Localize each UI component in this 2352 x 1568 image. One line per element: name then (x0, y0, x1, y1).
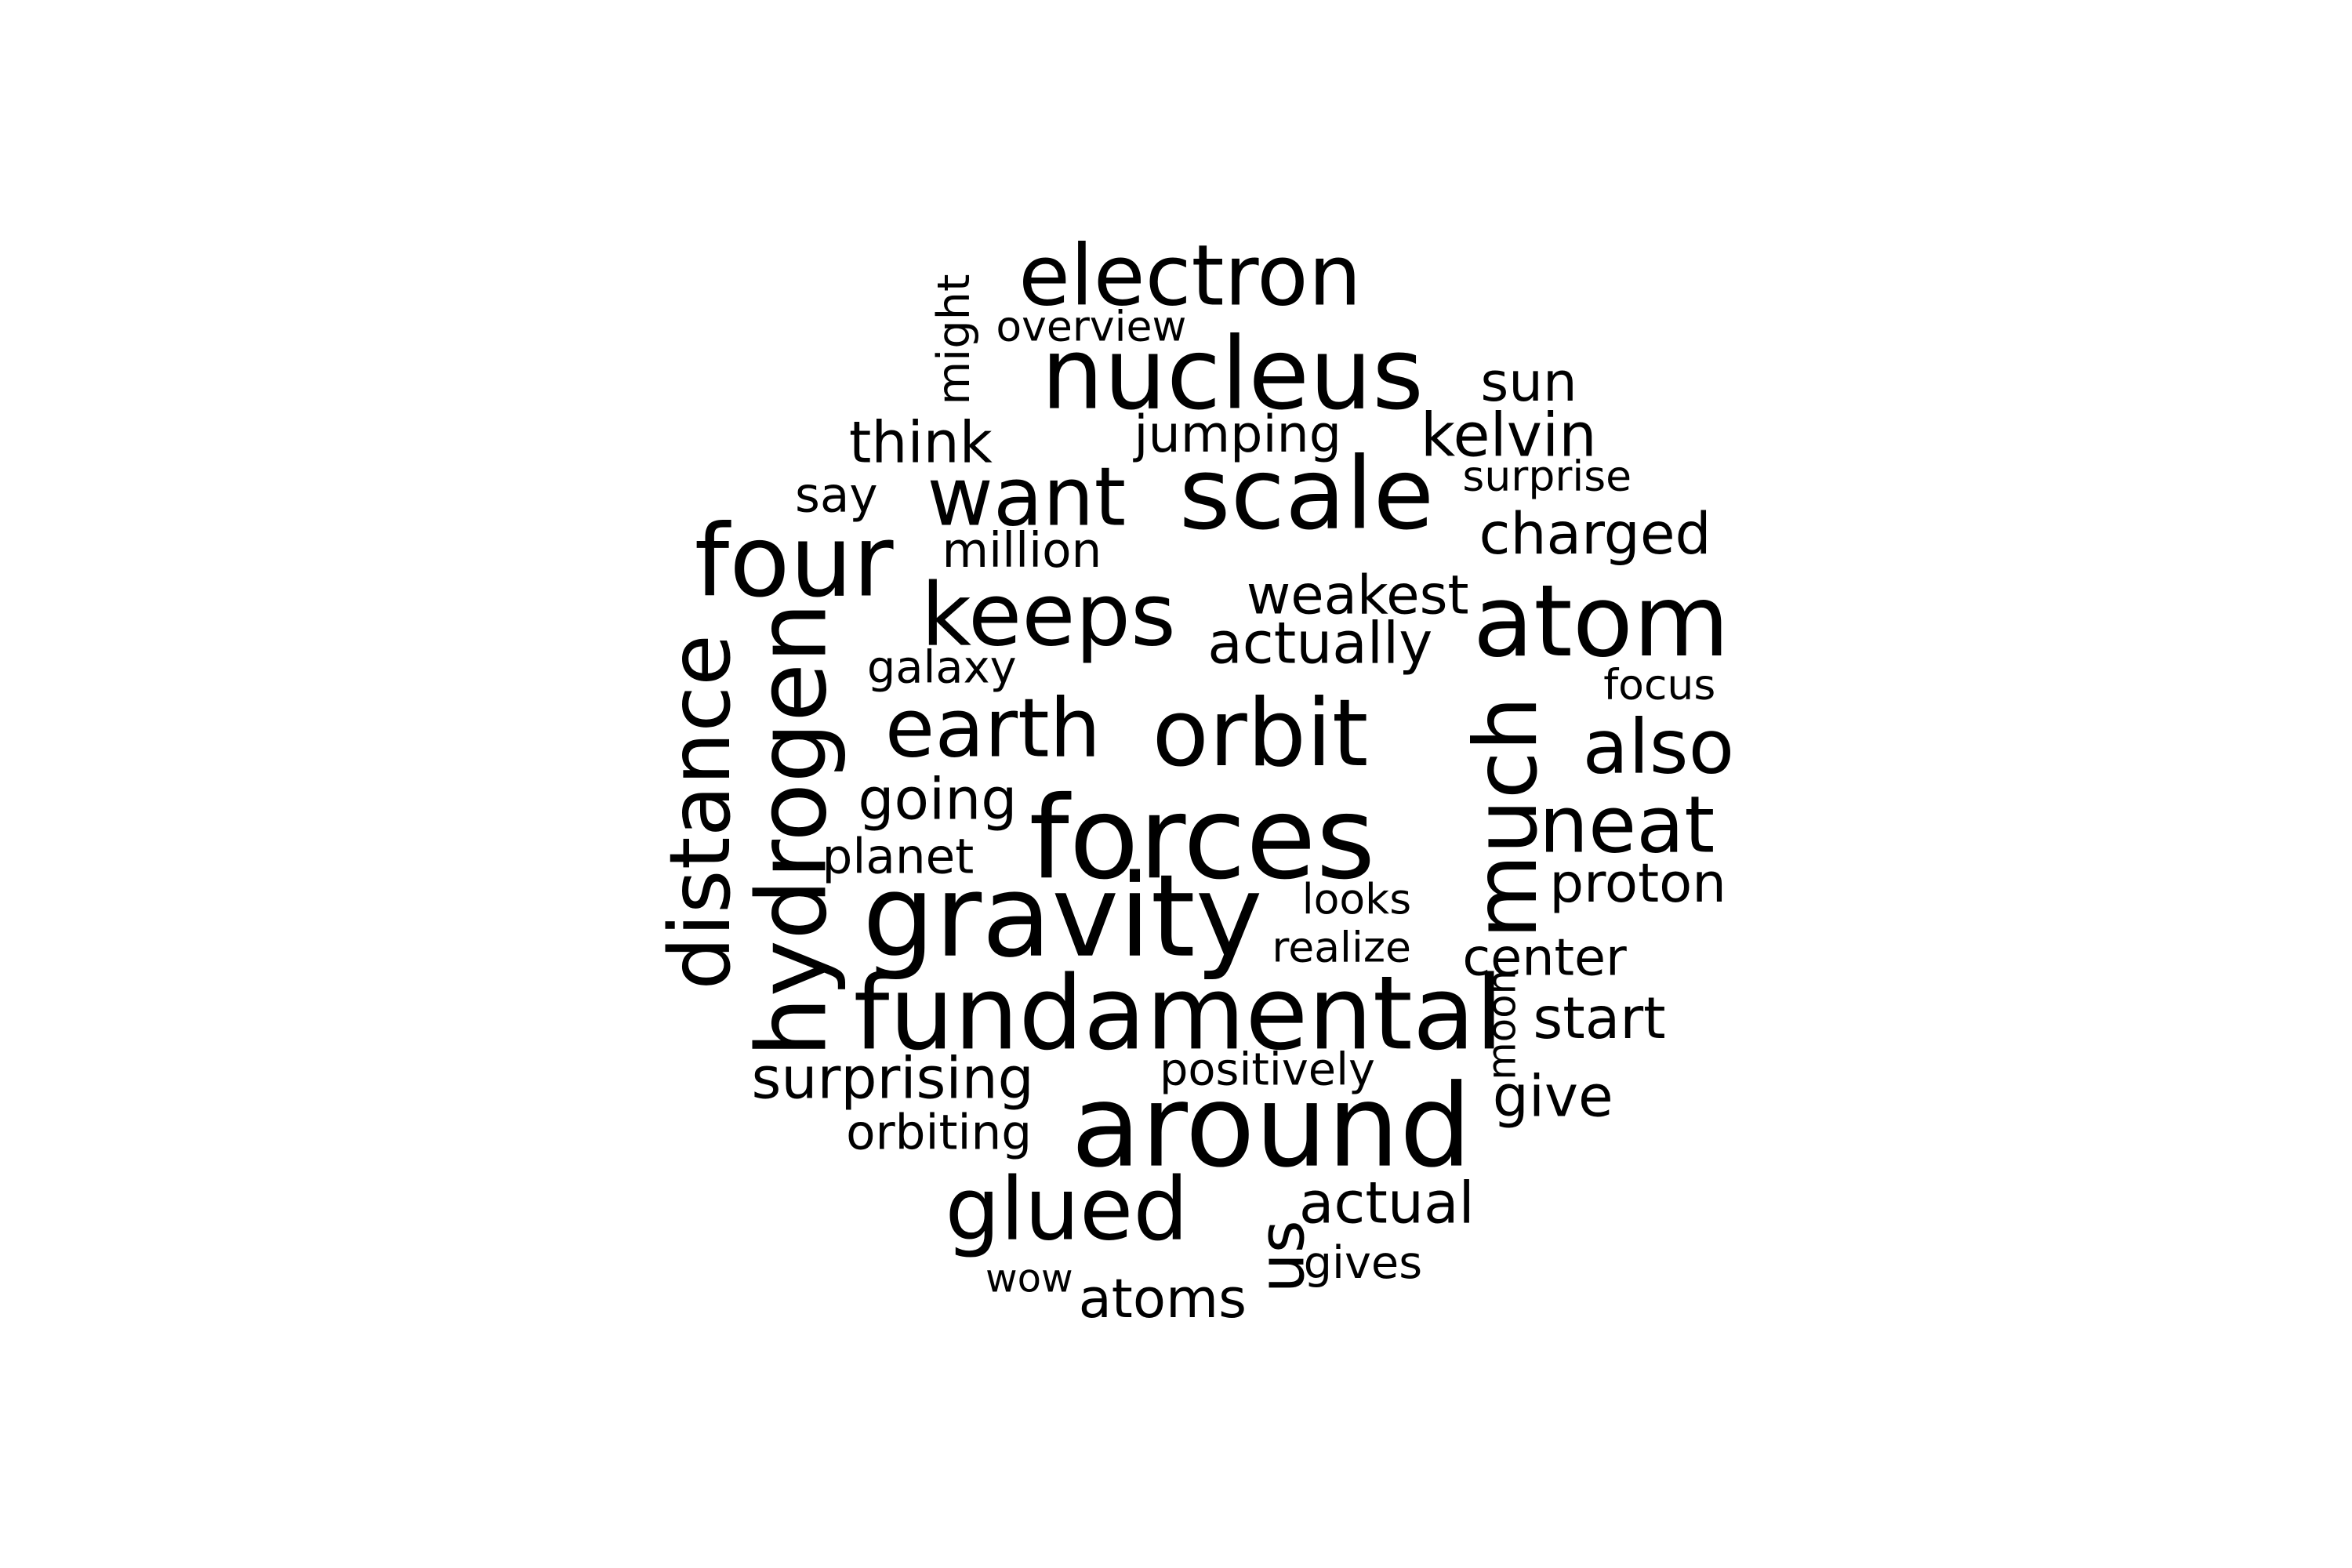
word-jumping: jumping (1132, 405, 1341, 464)
word-think: think (849, 410, 993, 476)
word-start: start (1533, 986, 1665, 1052)
word-glued: glued (945, 1159, 1188, 1260)
word-actual: actual (1299, 1171, 1475, 1236)
word-surprising: surprising (752, 1047, 1034, 1112)
word-electron: electron (1018, 227, 1361, 325)
word-positively: positively (1160, 1043, 1375, 1095)
word-say: say (795, 467, 878, 523)
word-sun: sun (1480, 351, 1577, 414)
word-moon: moon (1479, 970, 1524, 1080)
word-also: also (1583, 702, 1735, 790)
word-center: center (1462, 929, 1627, 988)
word-looks: looks (1302, 874, 1411, 924)
word-might: might (927, 274, 980, 405)
word-surprise: surprise (1462, 452, 1632, 501)
word-wow: wow (985, 1255, 1073, 1301)
word-hydrogen: hydrogen (735, 602, 848, 1058)
word-us: us (1245, 1220, 1319, 1293)
word-nucleus: nucleus (1041, 316, 1424, 431)
word-gives: gives (1304, 1236, 1423, 1289)
word-fundamental: fundamental (854, 953, 1504, 1073)
word-million: million (942, 523, 1102, 579)
word-gravity: gravity (862, 851, 1263, 983)
word-galaxy: galaxy (867, 641, 1017, 694)
word-give: give (1493, 1065, 1613, 1131)
word-much: much (1456, 696, 1557, 939)
word-focus: focus (1603, 660, 1715, 710)
word-planet: planet (822, 829, 975, 885)
word-overview: overview (996, 301, 1186, 350)
word-weakest: weakest (1247, 564, 1469, 627)
word-around: around (1071, 1061, 1472, 1193)
word-realize: realize (1272, 922, 1411, 971)
word-going: going (858, 768, 1017, 833)
word-orbiting: orbiting (846, 1105, 1032, 1161)
word-neat: neat (1539, 781, 1715, 871)
word-earth: earth (885, 681, 1101, 775)
word-proton: proton (1549, 852, 1726, 915)
word-charged: charged (1479, 502, 1711, 568)
word-scale: scale (1179, 437, 1434, 552)
word-want: want (927, 451, 1126, 545)
word-actually: actually (1207, 612, 1432, 677)
word-distance: distance (652, 634, 750, 990)
word-atom: atom (1473, 564, 1730, 679)
word-keeps: keeps (921, 565, 1176, 666)
word-kelvin: kelvin (1421, 401, 1597, 471)
word-orbit: orbit (1152, 679, 1368, 787)
word-four: four (695, 504, 894, 619)
word-forces: forces (1029, 772, 1376, 905)
word-atoms: atoms (1079, 1268, 1247, 1330)
